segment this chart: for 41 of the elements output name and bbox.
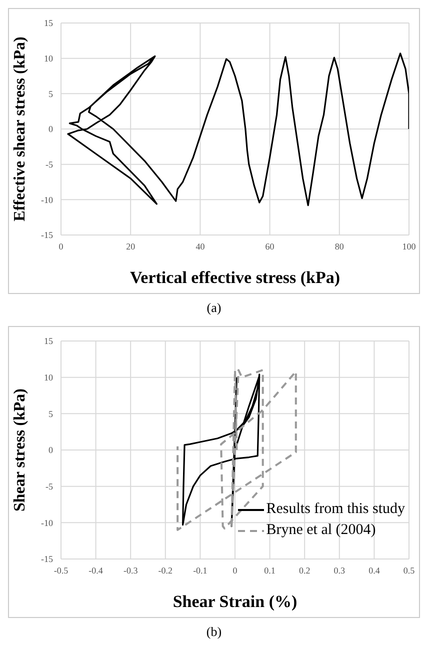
x-tick-label: 0 xyxy=(58,241,64,252)
line-series xyxy=(182,374,260,528)
y-tick-label: 10 xyxy=(44,372,54,383)
x-tick-label: -0.2 xyxy=(158,565,173,576)
y-tick-label: -5 xyxy=(46,482,54,492)
x-tick-label: 0.3 xyxy=(334,565,346,576)
x-tick-label: 0.1 xyxy=(264,565,276,576)
y-tick-label: 5 xyxy=(48,408,54,419)
y-tick-label: 5 xyxy=(48,88,54,99)
y-tick-label: 10 xyxy=(44,54,54,64)
x-axis-title: Shear Strain (%) xyxy=(172,592,298,611)
x-tick-label: -0.1 xyxy=(193,565,208,576)
y-tick-label: -15 xyxy=(41,554,54,564)
y-tick-label: -10 xyxy=(41,518,54,528)
y-tick-label: 15 xyxy=(44,336,54,346)
y-tick-label: -15 xyxy=(41,230,54,240)
x-tick-label: 80 xyxy=(334,241,344,252)
y-tick-label: 0 xyxy=(48,445,54,456)
y-tick-label: 0 xyxy=(48,124,54,134)
x-tick-label: 0.2 xyxy=(298,565,310,576)
line-series xyxy=(67,52,409,206)
x-tick-label: 0 xyxy=(232,565,238,576)
y-tick-label: -10 xyxy=(41,194,54,205)
y-axis-title: Shear stress (kPa) xyxy=(12,388,29,512)
x-tick-label: 20 xyxy=(126,241,136,252)
x-tick-label: -0.5 xyxy=(54,565,69,576)
x-tick-label: 40 xyxy=(196,241,206,252)
x-tick-label: 60 xyxy=(265,241,275,252)
legend-label: Results from this study xyxy=(266,501,405,518)
x-tick-label: -0.3 xyxy=(123,565,138,576)
y-axis-title: Effective shear stress (kPa) xyxy=(12,36,29,222)
text: (b) xyxy=(205,624,223,640)
y-tick-label: 15 xyxy=(44,18,54,28)
x-tick-label: 0.5 xyxy=(403,565,416,576)
x-tick-label: -0.4 xyxy=(88,565,104,576)
text: (a) xyxy=(206,300,222,316)
x-tick-label: 100 xyxy=(402,241,416,252)
y-tick-label: -5 xyxy=(46,160,54,170)
x-axis-title: Vertical effective stress (kPa) xyxy=(130,268,340,287)
legend-label: Bryne et al (2004) xyxy=(266,522,376,539)
x-tick-label: 0.4 xyxy=(368,565,380,576)
